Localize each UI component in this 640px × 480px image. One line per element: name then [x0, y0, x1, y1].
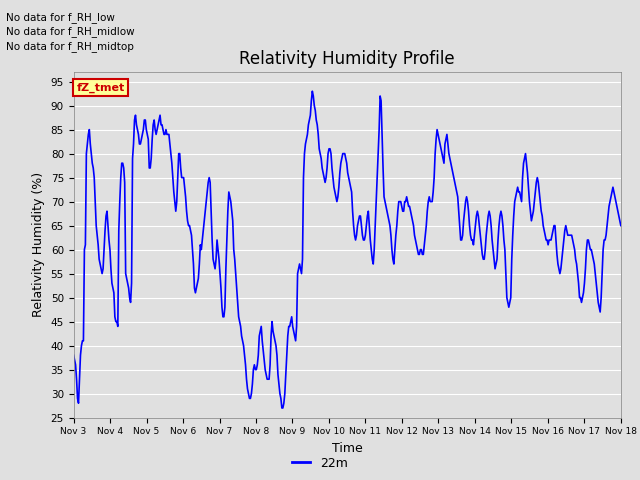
Legend: 22m: 22m: [287, 452, 353, 475]
Text: No data for f_RH_midlow: No data for f_RH_midlow: [6, 26, 135, 37]
Text: No data for f_RH_low: No data for f_RH_low: [6, 12, 115, 23]
X-axis label: Time: Time: [332, 442, 363, 455]
Title: Relativity Humidity Profile: Relativity Humidity Profile: [239, 49, 455, 68]
Y-axis label: Relativity Humidity (%): Relativity Humidity (%): [32, 172, 45, 317]
Text: No data for f_RH_midtop: No data for f_RH_midtop: [6, 41, 134, 52]
Text: fZ_tmet: fZ_tmet: [76, 83, 125, 93]
